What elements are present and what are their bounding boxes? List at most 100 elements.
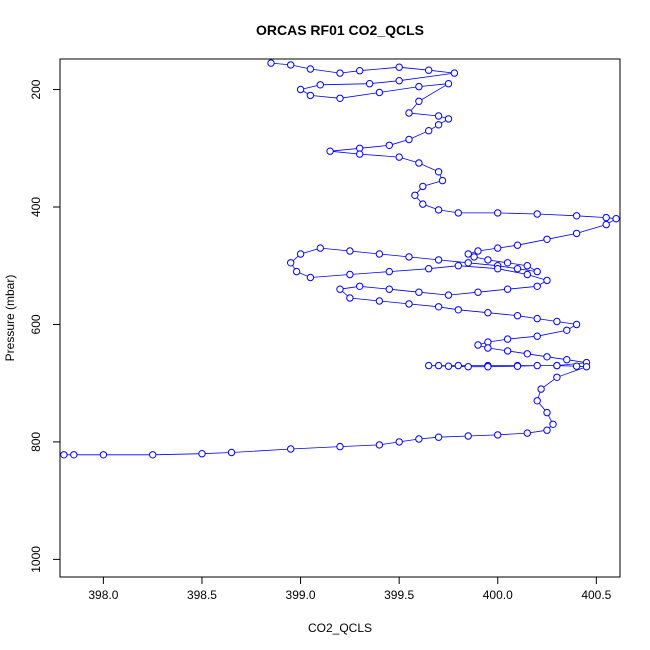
data-point xyxy=(415,97,423,106)
data-point xyxy=(563,356,571,364)
plot-area xyxy=(60,59,620,459)
data-point xyxy=(513,312,522,320)
data-point xyxy=(602,220,610,229)
data-point xyxy=(572,320,581,329)
chart-title: ORCAS RF01 CO2_QCLS xyxy=(256,22,424,38)
x-tick-label: 400.0 xyxy=(483,588,513,602)
data-point xyxy=(503,285,512,293)
x-tick-label: 398.0 xyxy=(88,588,118,602)
data-point xyxy=(444,362,453,370)
data-point xyxy=(464,250,472,258)
x-tick-label: 399.0 xyxy=(286,588,316,602)
data-point xyxy=(450,69,459,77)
y-tick-label: 1000 xyxy=(29,546,43,573)
data-point xyxy=(316,244,324,252)
data-point xyxy=(543,408,551,417)
data-point xyxy=(533,361,541,370)
data-point xyxy=(484,363,492,371)
data-point xyxy=(582,363,591,371)
x-tick-label: 398.5 xyxy=(187,588,217,602)
data-point xyxy=(405,109,413,117)
data-point xyxy=(395,153,403,161)
data-point xyxy=(149,451,157,459)
data-point xyxy=(563,326,571,334)
data-point xyxy=(494,244,502,252)
data-point xyxy=(523,429,531,437)
data-point xyxy=(523,262,531,270)
x-axis-label: CO2_QCLS xyxy=(308,621,372,635)
data-point xyxy=(385,267,393,276)
data-point xyxy=(425,66,433,74)
data-point xyxy=(553,317,561,326)
data-point xyxy=(375,88,384,97)
data-point xyxy=(405,253,413,261)
data-point xyxy=(523,350,531,358)
data-point xyxy=(454,361,462,370)
data-point xyxy=(513,241,522,249)
y-axis: 200 400 600 800 1000 xyxy=(29,79,61,573)
data-point xyxy=(267,59,275,67)
data-point xyxy=(395,63,403,71)
data-point xyxy=(464,259,472,267)
data-point xyxy=(425,361,433,370)
data-point xyxy=(375,441,384,449)
data-point xyxy=(474,247,482,255)
data-point xyxy=(494,209,502,217)
data-point xyxy=(434,433,443,441)
data-point xyxy=(405,135,413,144)
data-point xyxy=(434,168,443,176)
data-point xyxy=(454,209,462,217)
data-point xyxy=(70,451,78,459)
data-point xyxy=(336,442,344,451)
data-point xyxy=(470,253,478,261)
data-point xyxy=(346,247,354,255)
data-point xyxy=(533,267,541,276)
data-point xyxy=(533,314,541,323)
data-point xyxy=(434,303,443,311)
data-point xyxy=(385,141,393,150)
data-point xyxy=(454,306,462,314)
data-point xyxy=(306,65,315,73)
data-point xyxy=(60,451,68,459)
data-point xyxy=(395,77,403,85)
data-point xyxy=(375,297,384,305)
data-point xyxy=(454,262,462,270)
data-point xyxy=(484,344,492,352)
data-point xyxy=(553,361,561,370)
data-point xyxy=(484,309,492,317)
data-point xyxy=(356,67,364,75)
data-point xyxy=(306,273,315,282)
data-point xyxy=(503,259,512,267)
data-point xyxy=(434,361,443,370)
data-point xyxy=(434,112,443,120)
data-point xyxy=(434,206,443,214)
data-point xyxy=(365,80,374,88)
data-point xyxy=(572,212,581,220)
data-point xyxy=(287,259,295,267)
data-point xyxy=(198,450,206,458)
data-point xyxy=(356,282,364,290)
data-point xyxy=(484,256,492,264)
x-tick-label: 400.5 xyxy=(581,588,611,602)
data-point xyxy=(533,397,541,405)
data-point xyxy=(549,420,557,428)
y-tick-label: 600 xyxy=(29,314,43,334)
data-point xyxy=(405,300,413,308)
data-point xyxy=(537,385,545,393)
data-point xyxy=(316,81,324,89)
data-point xyxy=(395,438,403,446)
data-point xyxy=(419,182,427,191)
data-point xyxy=(464,432,472,440)
data-point xyxy=(336,285,344,293)
data-point xyxy=(425,127,433,135)
data-point xyxy=(292,267,301,276)
data-point xyxy=(296,85,305,94)
data-point xyxy=(444,291,453,299)
data-point xyxy=(474,341,482,349)
data-point xyxy=(336,94,344,103)
data-point xyxy=(415,82,423,91)
data-point xyxy=(494,431,502,439)
data-point xyxy=(99,451,108,459)
x-axis: 398.0 398.5 399.0 399.5 400.0 400.5 xyxy=(88,576,612,602)
data-point xyxy=(415,288,423,296)
